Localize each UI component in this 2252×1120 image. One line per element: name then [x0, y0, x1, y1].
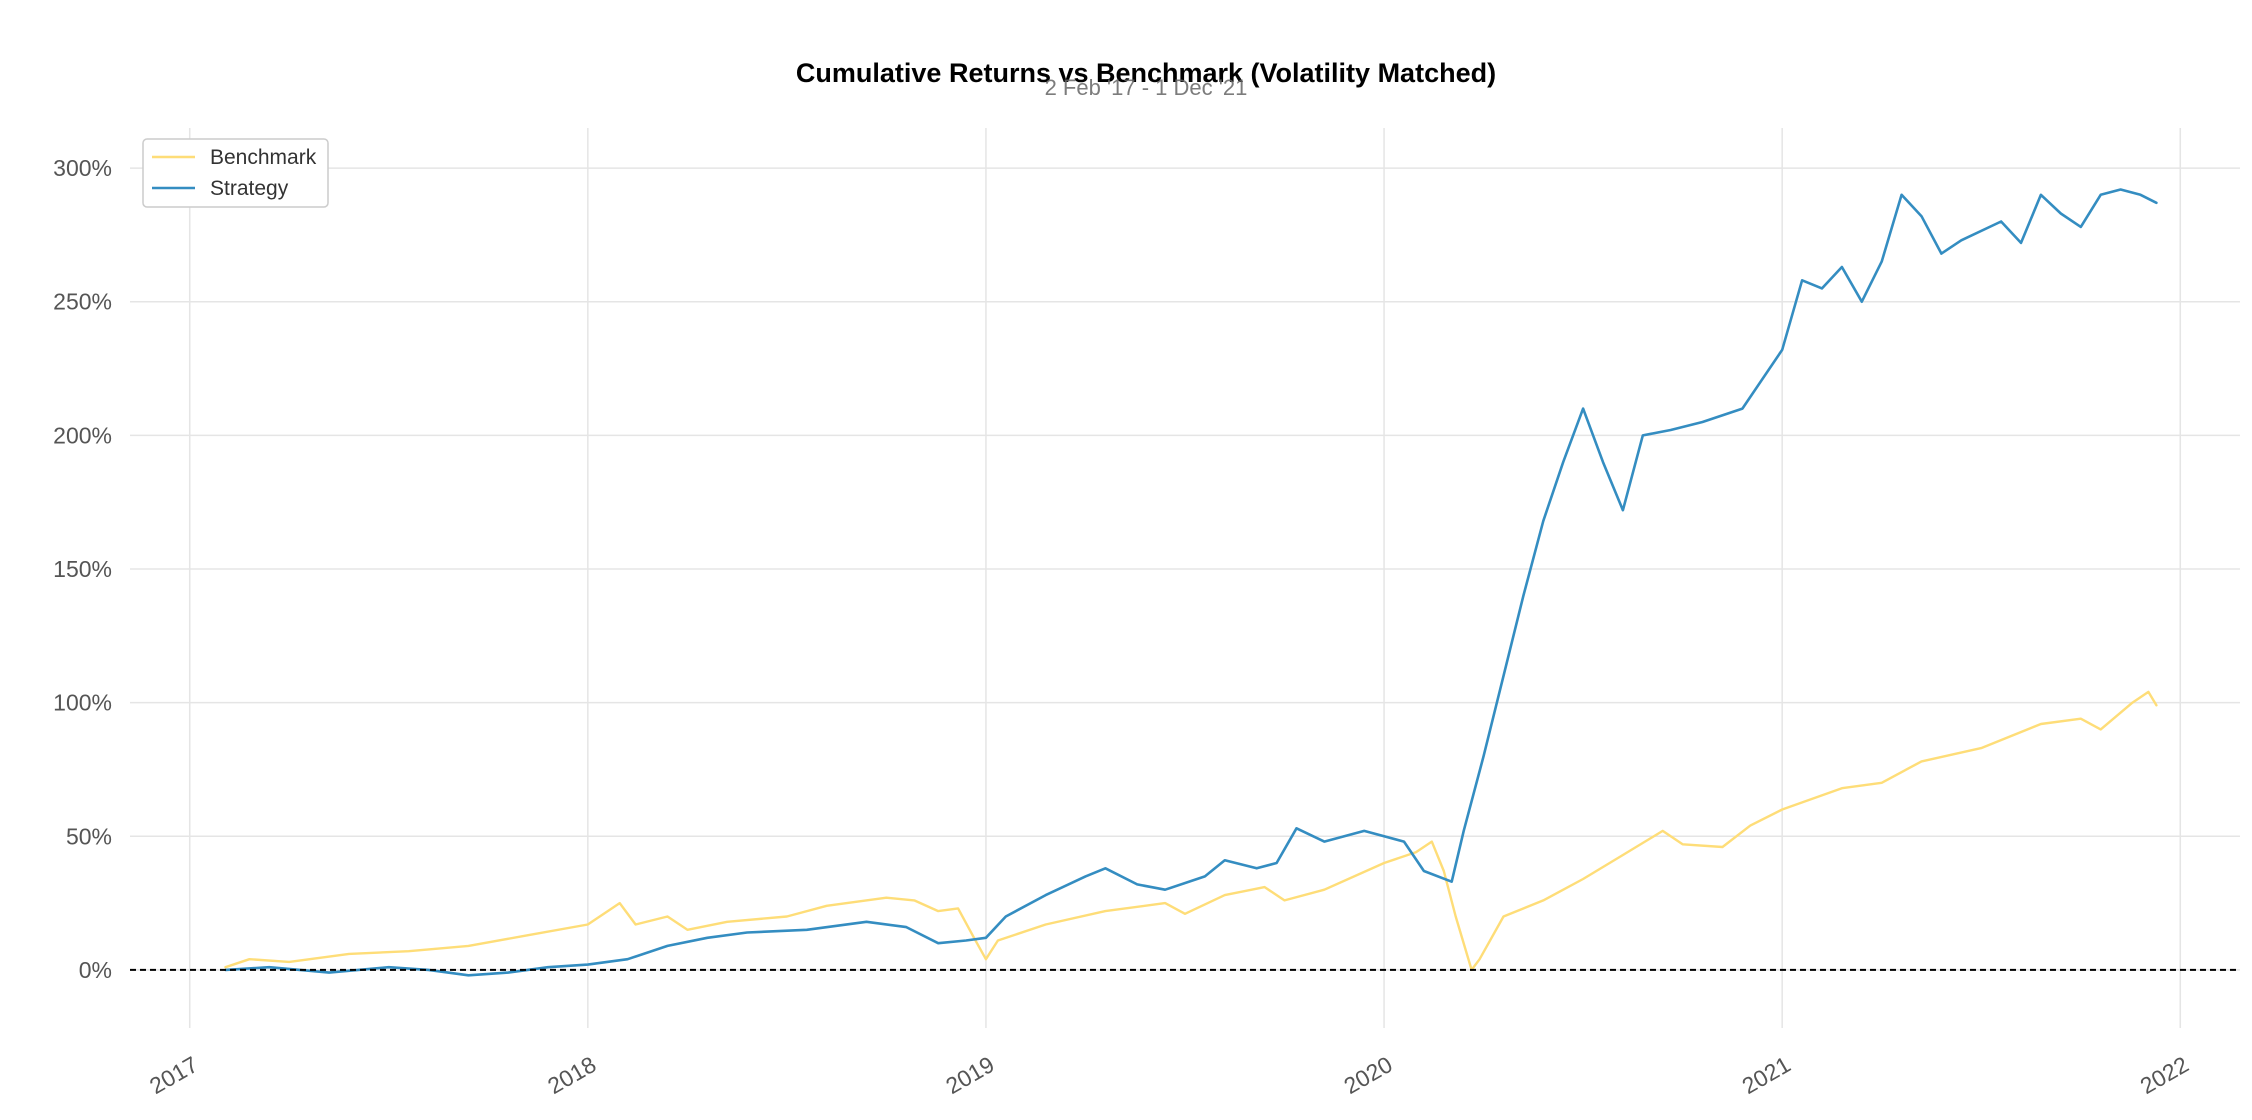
series-line-benchmark: [224, 690, 2158, 972]
y-tick-label: 150%: [53, 556, 112, 582]
y-tick-label: 300%: [53, 155, 112, 181]
x-tick-label: 2019: [941, 1051, 998, 1099]
grid-layer: [130, 128, 2240, 1028]
x-tick-label: 2022: [2136, 1051, 2193, 1099]
x-tick-label: 2017: [145, 1051, 202, 1099]
legend-strategy-label: Strategy: [210, 177, 289, 200]
series-layer: [224, 188, 2158, 977]
x-tick-label: 2020: [1339, 1051, 1396, 1099]
x-tick-label: 2021: [1738, 1051, 1795, 1099]
series-line-strategy: [224, 188, 2158, 977]
chart-title: Cumulative Returns vs Benchmark (Volatil…: [796, 58, 1496, 88]
y-tick-label: 50%: [66, 823, 112, 849]
x-tick-label: 2018: [543, 1051, 600, 1099]
y-tick-label: 250%: [53, 289, 112, 315]
y-tick-label: 200%: [53, 422, 112, 448]
chart-subtitle: 2 Feb '17 - 1 Dec '21: [1045, 75, 1248, 100]
tick-layer: 0% 50% 100% 150% 200% 250% 300% 2017 2018 2019 202…: [53, 155, 2193, 1099]
y-tick-label: 0%: [79, 957, 112, 983]
legend-benchmark-label: Benchmark: [210, 146, 317, 169]
y-tick-label: 100%: [53, 690, 112, 716]
legend: Benchmark Strategy: [142, 138, 329, 208]
